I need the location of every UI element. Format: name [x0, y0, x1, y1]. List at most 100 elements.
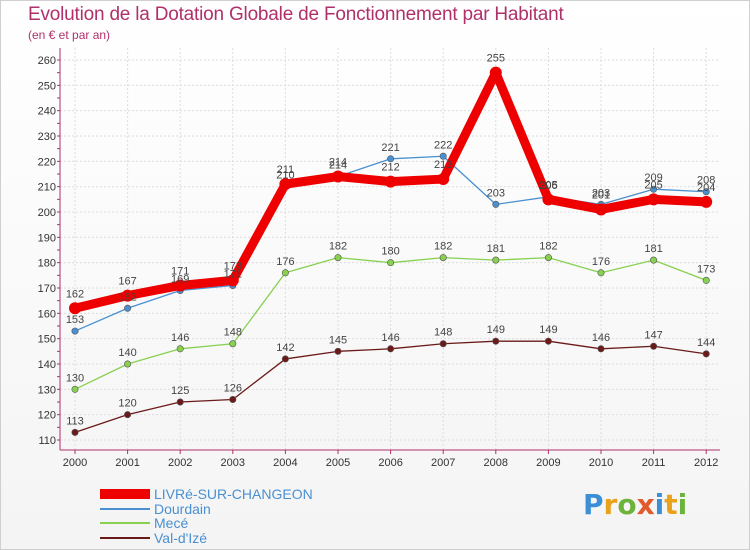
- legend-swatch-dourdain: [100, 508, 150, 510]
- data-point-livre-sur-changeon: [595, 203, 607, 216]
- data-point-livre-sur-changeon: [174, 279, 187, 292]
- data-point-livre-sur-changeon: [700, 195, 713, 208]
- data-label-mece: 140: [118, 347, 136, 359]
- data-label-mece: 130: [66, 372, 84, 384]
- legend-swatch-val-d-ize: [100, 537, 150, 539]
- data-label-livre-sur-changeon: 201: [592, 189, 610, 201]
- data-point-mece: [387, 259, 395, 267]
- data-label-mece: 181: [487, 243, 505, 255]
- x-tick-label: 2006: [378, 457, 402, 469]
- data-label-dourdain: 169: [171, 274, 189, 286]
- y-tick-label: 220: [38, 156, 56, 168]
- y-tick-label: 150: [38, 334, 56, 346]
- chart-subtitle: (en € et par an): [28, 28, 111, 42]
- legend-item-livre-sur-changeon: LIVRé-SUR-CHANGEON: [100, 486, 313, 502]
- data-point-livre-sur-changeon: [542, 193, 555, 206]
- data-point-livre-sur-changeon: [226, 274, 239, 287]
- logo-letter: i: [654, 488, 665, 521]
- y-tick-label: 160: [38, 308, 56, 320]
- logo-letter: i: [677, 488, 688, 521]
- data-label-dourdain: 222: [434, 139, 452, 151]
- logo-letter: o: [617, 488, 637, 521]
- data-point-val-d-ize: [176, 398, 184, 406]
- data-point-mece: [544, 254, 552, 262]
- x-tick-label: 2007: [431, 457, 455, 469]
- data-label-val-d-ize: 145: [329, 334, 347, 346]
- data-label-livre-sur-changeon: 205: [644, 179, 662, 191]
- data-point-livre-sur-changeon: [332, 170, 344, 183]
- data-label-val-d-ize: 120: [118, 398, 136, 410]
- data-point-dourdain: [702, 188, 710, 196]
- data-point-livre-sur-changeon: [121, 289, 134, 302]
- data-label-mece: 182: [539, 241, 557, 253]
- y-tick-label: 260: [38, 55, 56, 67]
- data-label-livre-sur-changeon: 205: [539, 179, 557, 191]
- data-point-livre-sur-changeon: [647, 193, 660, 206]
- data-point-val-d-ize: [334, 347, 342, 355]
- data-label-mece: 146: [171, 332, 189, 344]
- data-point-mece: [71, 385, 79, 393]
- logo-letter: r: [603, 488, 618, 521]
- data-label-dourdain: 214: [329, 160, 347, 172]
- data-label-val-d-ize: 142: [276, 342, 294, 354]
- data-point-livre-sur-changeon: [437, 173, 450, 186]
- data-label-val-d-ize: 147: [644, 329, 662, 341]
- data-point-mece: [597, 269, 605, 277]
- data-point-livre-sur-changeon: [489, 66, 502, 79]
- data-label-livre-sur-changeon: 211: [277, 164, 295, 176]
- chart-title: Evolution de la Dotation Globale de Fonc…: [28, 4, 564, 25]
- data-point-livre-sur-changeon: [69, 302, 81, 315]
- data-point-dourdain: [124, 304, 132, 312]
- data-label-mece: 173: [697, 263, 715, 275]
- data-label-dourdain: 171: [224, 268, 242, 280]
- data-point-dourdain: [650, 185, 658, 193]
- y-tick-label: 190: [38, 232, 56, 244]
- data-point-dourdain: [492, 200, 500, 208]
- data-label-livre-sur-changeon: 167: [118, 276, 136, 288]
- data-point-val-d-ize: [124, 411, 132, 419]
- data-label-livre-sur-changeon: 204: [697, 182, 715, 194]
- data-point-val-d-ize: [71, 428, 79, 436]
- data-point-val-d-ize: [702, 350, 710, 358]
- data-point-livre-sur-changeon: [279, 178, 292, 191]
- legend-label-livre-sur-changeon: LIVRé-SUR-CHANGEON: [154, 486, 313, 502]
- y-tick-label: 130: [38, 384, 56, 396]
- data-label-dourdain: 162: [118, 291, 136, 303]
- data-point-mece: [650, 256, 658, 264]
- data-label-livre-sur-changeon: 214: [329, 157, 347, 169]
- data-label-mece: 181: [644, 243, 662, 255]
- data-point-val-d-ize: [544, 337, 552, 345]
- data-label-val-d-ize: 146: [592, 332, 610, 344]
- x-tick-label: 2011: [642, 457, 666, 469]
- data-point-val-d-ize: [439, 340, 447, 348]
- y-tick-label: 210: [38, 182, 56, 194]
- data-point-mece: [176, 345, 184, 353]
- x-tick-label: 2002: [168, 457, 192, 469]
- data-point-val-d-ize: [229, 395, 237, 403]
- y-tick-label: 170: [38, 283, 56, 295]
- logo-letter: x: [636, 488, 655, 521]
- data-label-mece: 176: [276, 256, 294, 268]
- legend-item-mece: Mecé: [100, 515, 188, 531]
- data-label-dourdain: 153: [66, 314, 84, 326]
- data-point-dourdain: [71, 327, 79, 335]
- x-tick-label: 2009: [536, 457, 560, 469]
- legend-label-dourdain: Dourdain: [154, 501, 211, 517]
- data-label-val-d-ize: 148: [434, 327, 452, 339]
- y-tick-label: 140: [38, 359, 56, 371]
- legend-label-mece: Mecé: [154, 515, 189, 531]
- data-label-mece: 180: [381, 246, 399, 258]
- series-line-val-d-ize: [74, 340, 707, 434]
- data-label-mece: 148: [224, 327, 242, 339]
- data-label-mece: 176: [592, 256, 610, 268]
- y-tick-label: 230: [38, 131, 56, 143]
- data-point-val-d-ize: [650, 342, 658, 350]
- legend-item-val-d-ize: Val-d'Izé: [100, 530, 207, 546]
- logo-letter: t: [664, 488, 678, 521]
- x-tick-label: 2005: [326, 457, 350, 469]
- data-label-dourdain: 206: [539, 180, 557, 192]
- data-label-dourdain: 203: [592, 187, 610, 199]
- x-tick-label: 2010: [589, 457, 613, 469]
